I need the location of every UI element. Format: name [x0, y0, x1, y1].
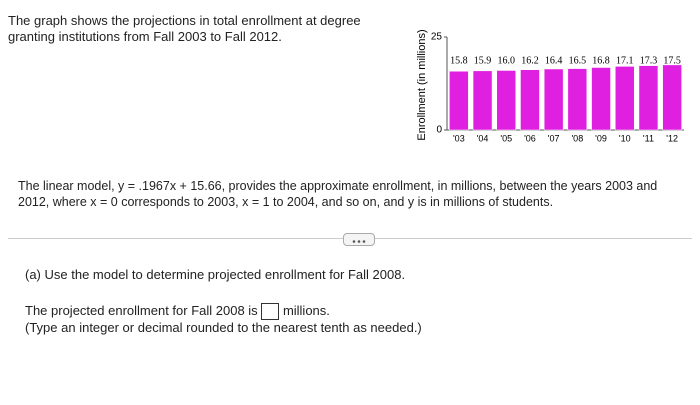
answer-after: millions. [282, 303, 330, 318]
value-label: 15.8 [450, 55, 468, 66]
x-tick-label: '12 [666, 133, 678, 143]
answer-line: The projected enrollment for Fall 2008 i… [25, 303, 330, 321]
x-tick-label: '11 [643, 133, 654, 143]
bar [520, 69, 540, 131]
value-label: 16.4 [545, 55, 563, 66]
intro-text: The graph shows the projections in total… [8, 13, 361, 44]
x-tick-label: '10 [619, 133, 631, 143]
x-tick-label: '05 [500, 133, 512, 143]
value-label: 16.0 [498, 55, 516, 66]
x-tick-label: '04 [477, 133, 489, 143]
value-label: 17.1 [616, 55, 634, 66]
expand-button[interactable] [343, 233, 375, 246]
part-a-prompt: (a) Use the model to determine projected… [25, 267, 406, 282]
hint-text: (Type an integer or decimal rounded to t… [25, 320, 422, 335]
y-tick-label: 25 [431, 32, 443, 43]
model-text: The linear model, y = .1967x + 15.66, pr… [18, 179, 658, 209]
value-label: 17.5 [663, 55, 681, 66]
value-label: 16.8 [592, 55, 610, 66]
chart: Enrollment (in millions) 0 25 '03 15.8 '04 15… [416, 29, 684, 143]
value-label: 16.2 [521, 55, 539, 66]
x-tick-label: '07 [548, 133, 560, 143]
value-label: 16.5 [569, 55, 587, 66]
answer-before: The projected enrollment for Fall 2008 i… [25, 303, 258, 318]
x-tick-label: '06 [524, 133, 536, 143]
dots-icon [352, 240, 366, 243]
bar [591, 67, 611, 131]
bar [567, 68, 588, 131]
bar [615, 66, 635, 131]
x-tick-label: '08 [571, 133, 583, 143]
bar [449, 70, 469, 131]
bar [543, 68, 564, 131]
bar [496, 70, 516, 131]
bar [662, 64, 682, 131]
y-tick-label: 0 [436, 125, 442, 136]
bar [638, 65, 659, 131]
y-axis-label: Enrollment (in millions) [416, 29, 428, 140]
x-tick-label: '09 [595, 133, 607, 143]
answer-input[interactable] [261, 303, 280, 321]
value-label: 17.3 [640, 55, 658, 66]
value-label: 15.9 [474, 55, 492, 66]
x-tick-label: '03 [453, 133, 465, 143]
bar [472, 70, 493, 131]
